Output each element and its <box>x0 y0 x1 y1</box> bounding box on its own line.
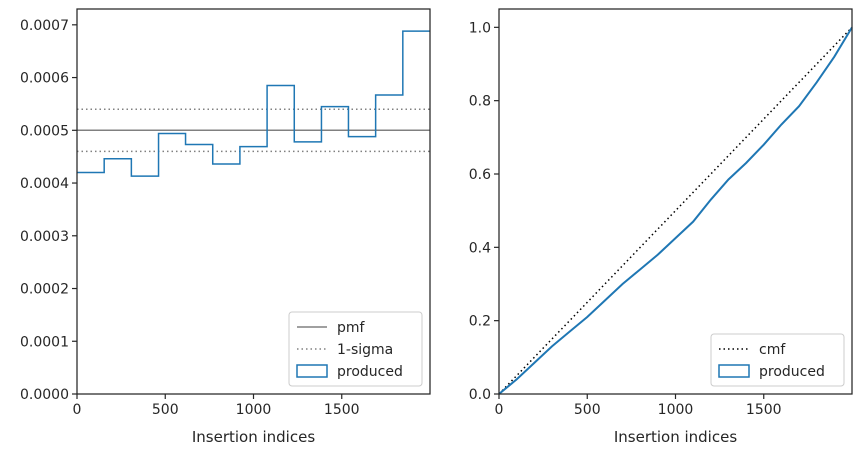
legend-box <box>710 333 845 387</box>
legend-box <box>288 311 423 387</box>
y-tick-label: 0.0005 <box>20 123 69 139</box>
x-tick-label: 1500 <box>746 402 782 418</box>
produced-series-line <box>498 26 853 395</box>
x-tick-label: 500 <box>574 402 601 418</box>
y-tick-label: 0.0000 <box>20 387 69 403</box>
y-tick-label: 0.0001 <box>20 334 69 350</box>
legend-label: pmf <box>337 320 366 336</box>
y-tick-label: 0.8 <box>469 94 491 110</box>
x-tick-label: 1500 <box>324 402 360 418</box>
right-x-axis-label: Insertion indices <box>614 428 737 446</box>
y-tick-label: 0.2 <box>469 314 491 330</box>
y-tick-label: 0.0007 <box>20 18 69 34</box>
x-tick-label: 0 <box>73 402 82 418</box>
y-tick-label: 1.0 <box>469 20 491 36</box>
x-tick-label: 1000 <box>658 402 694 418</box>
y-tick-label: 0.0002 <box>20 282 69 298</box>
x-tick-label: 500 <box>152 402 179 418</box>
legend-label: cmf <box>759 342 786 358</box>
legend-label: produced <box>759 364 825 380</box>
legend-label: produced <box>337 364 403 380</box>
cmf-series-line <box>498 26 853 395</box>
produced-histogram-step <box>77 30 430 177</box>
y-tick-label: 0.6 <box>469 167 491 183</box>
x-tick-label: 0 <box>495 402 504 418</box>
y-tick-label: 0.0004 <box>20 176 69 192</box>
legend-label: 1-sigma <box>337 342 393 358</box>
left-x-axis-label: Insertion indices <box>192 428 315 446</box>
y-tick-label: 0.4 <box>469 240 491 256</box>
y-tick-label: 0.0 <box>469 387 491 403</box>
legend-patch-swatch <box>296 364 328 378</box>
y-tick-label: 0.0006 <box>20 71 69 87</box>
y-tick-label: 0.0003 <box>20 229 69 245</box>
pmf-histogram-chart: 0 500 1000 1500 0.0000 0.0001 0.0002 0.0003 0.00… <box>20 8 431 446</box>
x-tick-label: 1000 <box>236 402 272 418</box>
legend-patch-swatch <box>718 364 750 378</box>
cmf-line-chart: 0 500 1000 1500 0.0 0.2 0.4 0.6 0.8 1.0 Insertion… <box>469 8 853 446</box>
